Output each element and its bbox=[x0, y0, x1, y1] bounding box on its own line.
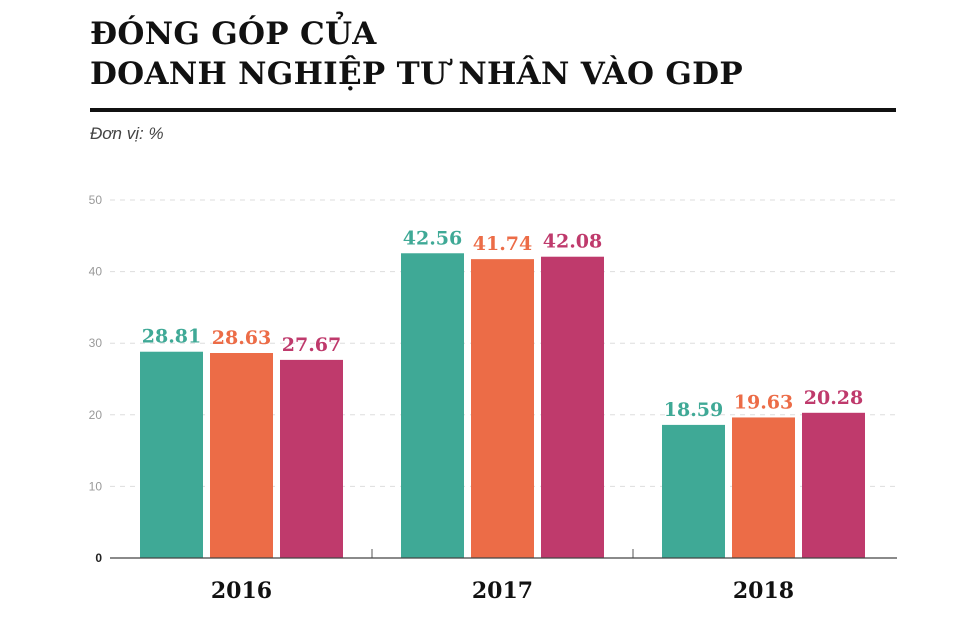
y-tick-label: 50 bbox=[89, 193, 103, 207]
chart-title: ĐÓNG GÓP CỦA DOANH NGHIỆP TƯ NHÂN VÀO GD… bbox=[90, 14, 743, 94]
bar bbox=[732, 417, 795, 558]
y-tick-label: 30 bbox=[89, 336, 103, 350]
y-tick-label: 40 bbox=[89, 265, 103, 279]
value-label: 27.67 bbox=[282, 334, 342, 356]
y-tick-label: 0 bbox=[95, 551, 102, 565]
value-label: 42.56 bbox=[403, 227, 463, 249]
y-tick-label: 20 bbox=[89, 408, 103, 422]
value-label: 18.59 bbox=[664, 399, 724, 421]
x-tick-label: 2018 bbox=[733, 578, 794, 604]
bar bbox=[401, 253, 464, 559]
value-label: 19.63 bbox=[734, 391, 794, 413]
value-label: 20.28 bbox=[804, 387, 864, 409]
title-line-2: DOANH NGHIỆP TƯ NHÂN VÀO GDP bbox=[90, 56, 743, 92]
bar bbox=[471, 259, 534, 558]
value-label: 42.08 bbox=[543, 231, 603, 253]
title-line-1: ĐÓNG GÓP CỦA bbox=[90, 16, 377, 52]
bar bbox=[210, 353, 273, 558]
bar bbox=[802, 412, 865, 558]
x-tick-label: 2016 bbox=[211, 578, 272, 604]
bar bbox=[140, 351, 203, 558]
value-label: 28.63 bbox=[212, 327, 272, 349]
bar bbox=[541, 256, 604, 558]
bar bbox=[280, 359, 343, 558]
value-label: 41.74 bbox=[473, 233, 533, 255]
title-divider bbox=[90, 108, 896, 112]
value-label: 28.81 bbox=[142, 326, 202, 348]
bar bbox=[662, 424, 725, 558]
unit-label: Đơn vị: % bbox=[90, 124, 164, 143]
x-tick-label: 2017 bbox=[472, 578, 533, 604]
y-tick-label: 10 bbox=[89, 479, 103, 493]
